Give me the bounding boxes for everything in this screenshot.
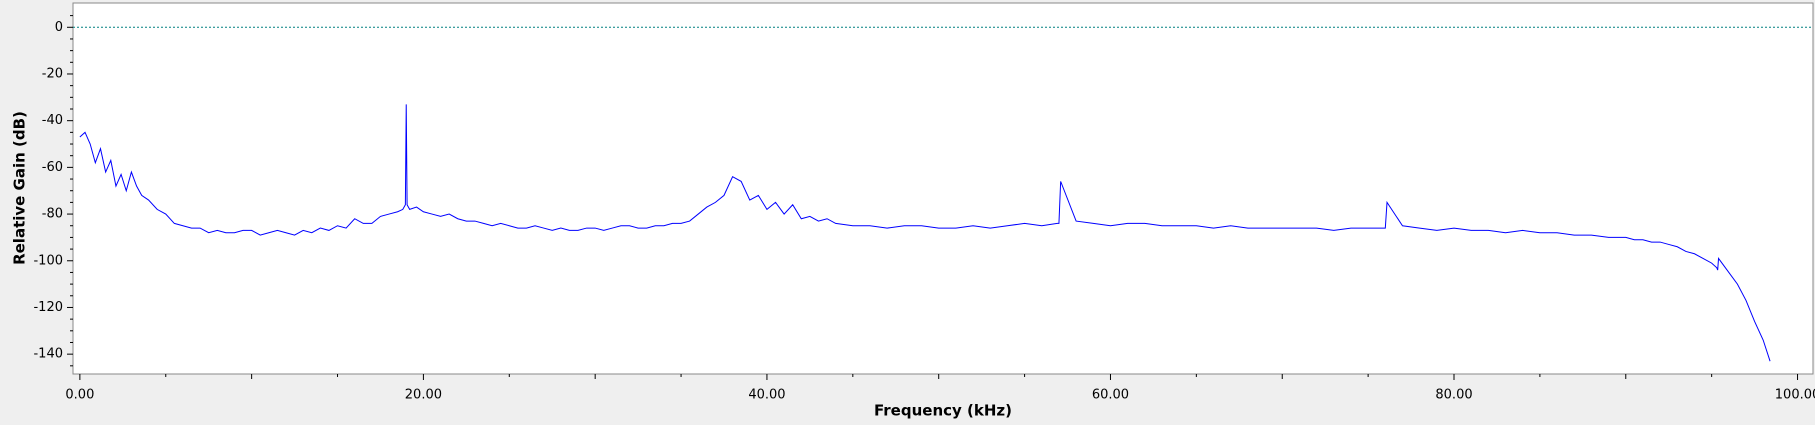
x-tick-label: 40.00 (748, 388, 785, 403)
y-tick-label: -120 (33, 300, 63, 315)
x-tick-label: 100.00 (1775, 388, 1815, 403)
y-tick-label: 0 (55, 20, 63, 35)
y-axis-label: Relative Gain (dB) (11, 111, 29, 265)
x-axis-label: Frequency (kHz) (874, 402, 1012, 420)
y-tick-label: -140 (33, 347, 63, 362)
y-tick-label: -100 (33, 253, 63, 268)
x-tick-label: 0.00 (65, 388, 94, 403)
spectrum-line (79, 104, 1771, 362)
y-tick-label: -40 (42, 113, 63, 128)
y-tick-label: -80 (42, 207, 63, 222)
y-tick-label: -20 (42, 66, 63, 81)
x-tick-label: 60.00 (1092, 388, 1129, 403)
x-tick-label: 20.00 (405, 388, 442, 403)
plot-area (72, 2, 1814, 375)
x-tick-label: 80.00 (1435, 388, 1472, 403)
y-tick-label: -60 (42, 160, 63, 175)
